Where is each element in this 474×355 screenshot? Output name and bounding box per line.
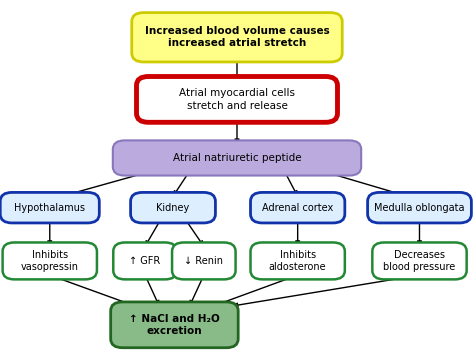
Text: Atrial myocardial cells
stretch and release: Atrial myocardial cells stretch and rele… — [179, 88, 295, 111]
FancyBboxPatch shape — [132, 12, 342, 62]
FancyBboxPatch shape — [130, 192, 215, 223]
Text: Hypothalamus: Hypothalamus — [14, 203, 85, 213]
Text: Inhibits
aldosterone: Inhibits aldosterone — [269, 250, 327, 272]
FancyBboxPatch shape — [3, 242, 97, 279]
FancyBboxPatch shape — [368, 192, 471, 223]
Text: Kidney: Kidney — [156, 203, 190, 213]
Text: ↓ Renin: ↓ Renin — [184, 256, 223, 266]
Text: Medulla oblongata: Medulla oblongata — [374, 203, 465, 213]
FancyBboxPatch shape — [110, 302, 238, 348]
Text: Adrenal cortex: Adrenal cortex — [262, 203, 333, 213]
Text: Atrial natriuretic peptide: Atrial natriuretic peptide — [173, 153, 301, 163]
FancyBboxPatch shape — [250, 192, 345, 223]
FancyBboxPatch shape — [172, 242, 236, 279]
Text: ↑ GFR: ↑ GFR — [129, 256, 161, 266]
Text: Inhibits
vasopressin: Inhibits vasopressin — [21, 250, 79, 272]
FancyBboxPatch shape — [137, 76, 337, 122]
Text: Decreases
blood pressure: Decreases blood pressure — [383, 250, 456, 272]
Text: Increased blood volume causes
increased atrial stretch: Increased blood volume causes increased … — [145, 26, 329, 49]
FancyBboxPatch shape — [113, 140, 361, 175]
Text: ↑ NaCl and H₂O
excretion: ↑ NaCl and H₂O excretion — [129, 313, 220, 336]
FancyBboxPatch shape — [0, 192, 99, 223]
FancyBboxPatch shape — [250, 242, 345, 279]
FancyBboxPatch shape — [113, 242, 177, 279]
FancyBboxPatch shape — [373, 242, 466, 279]
